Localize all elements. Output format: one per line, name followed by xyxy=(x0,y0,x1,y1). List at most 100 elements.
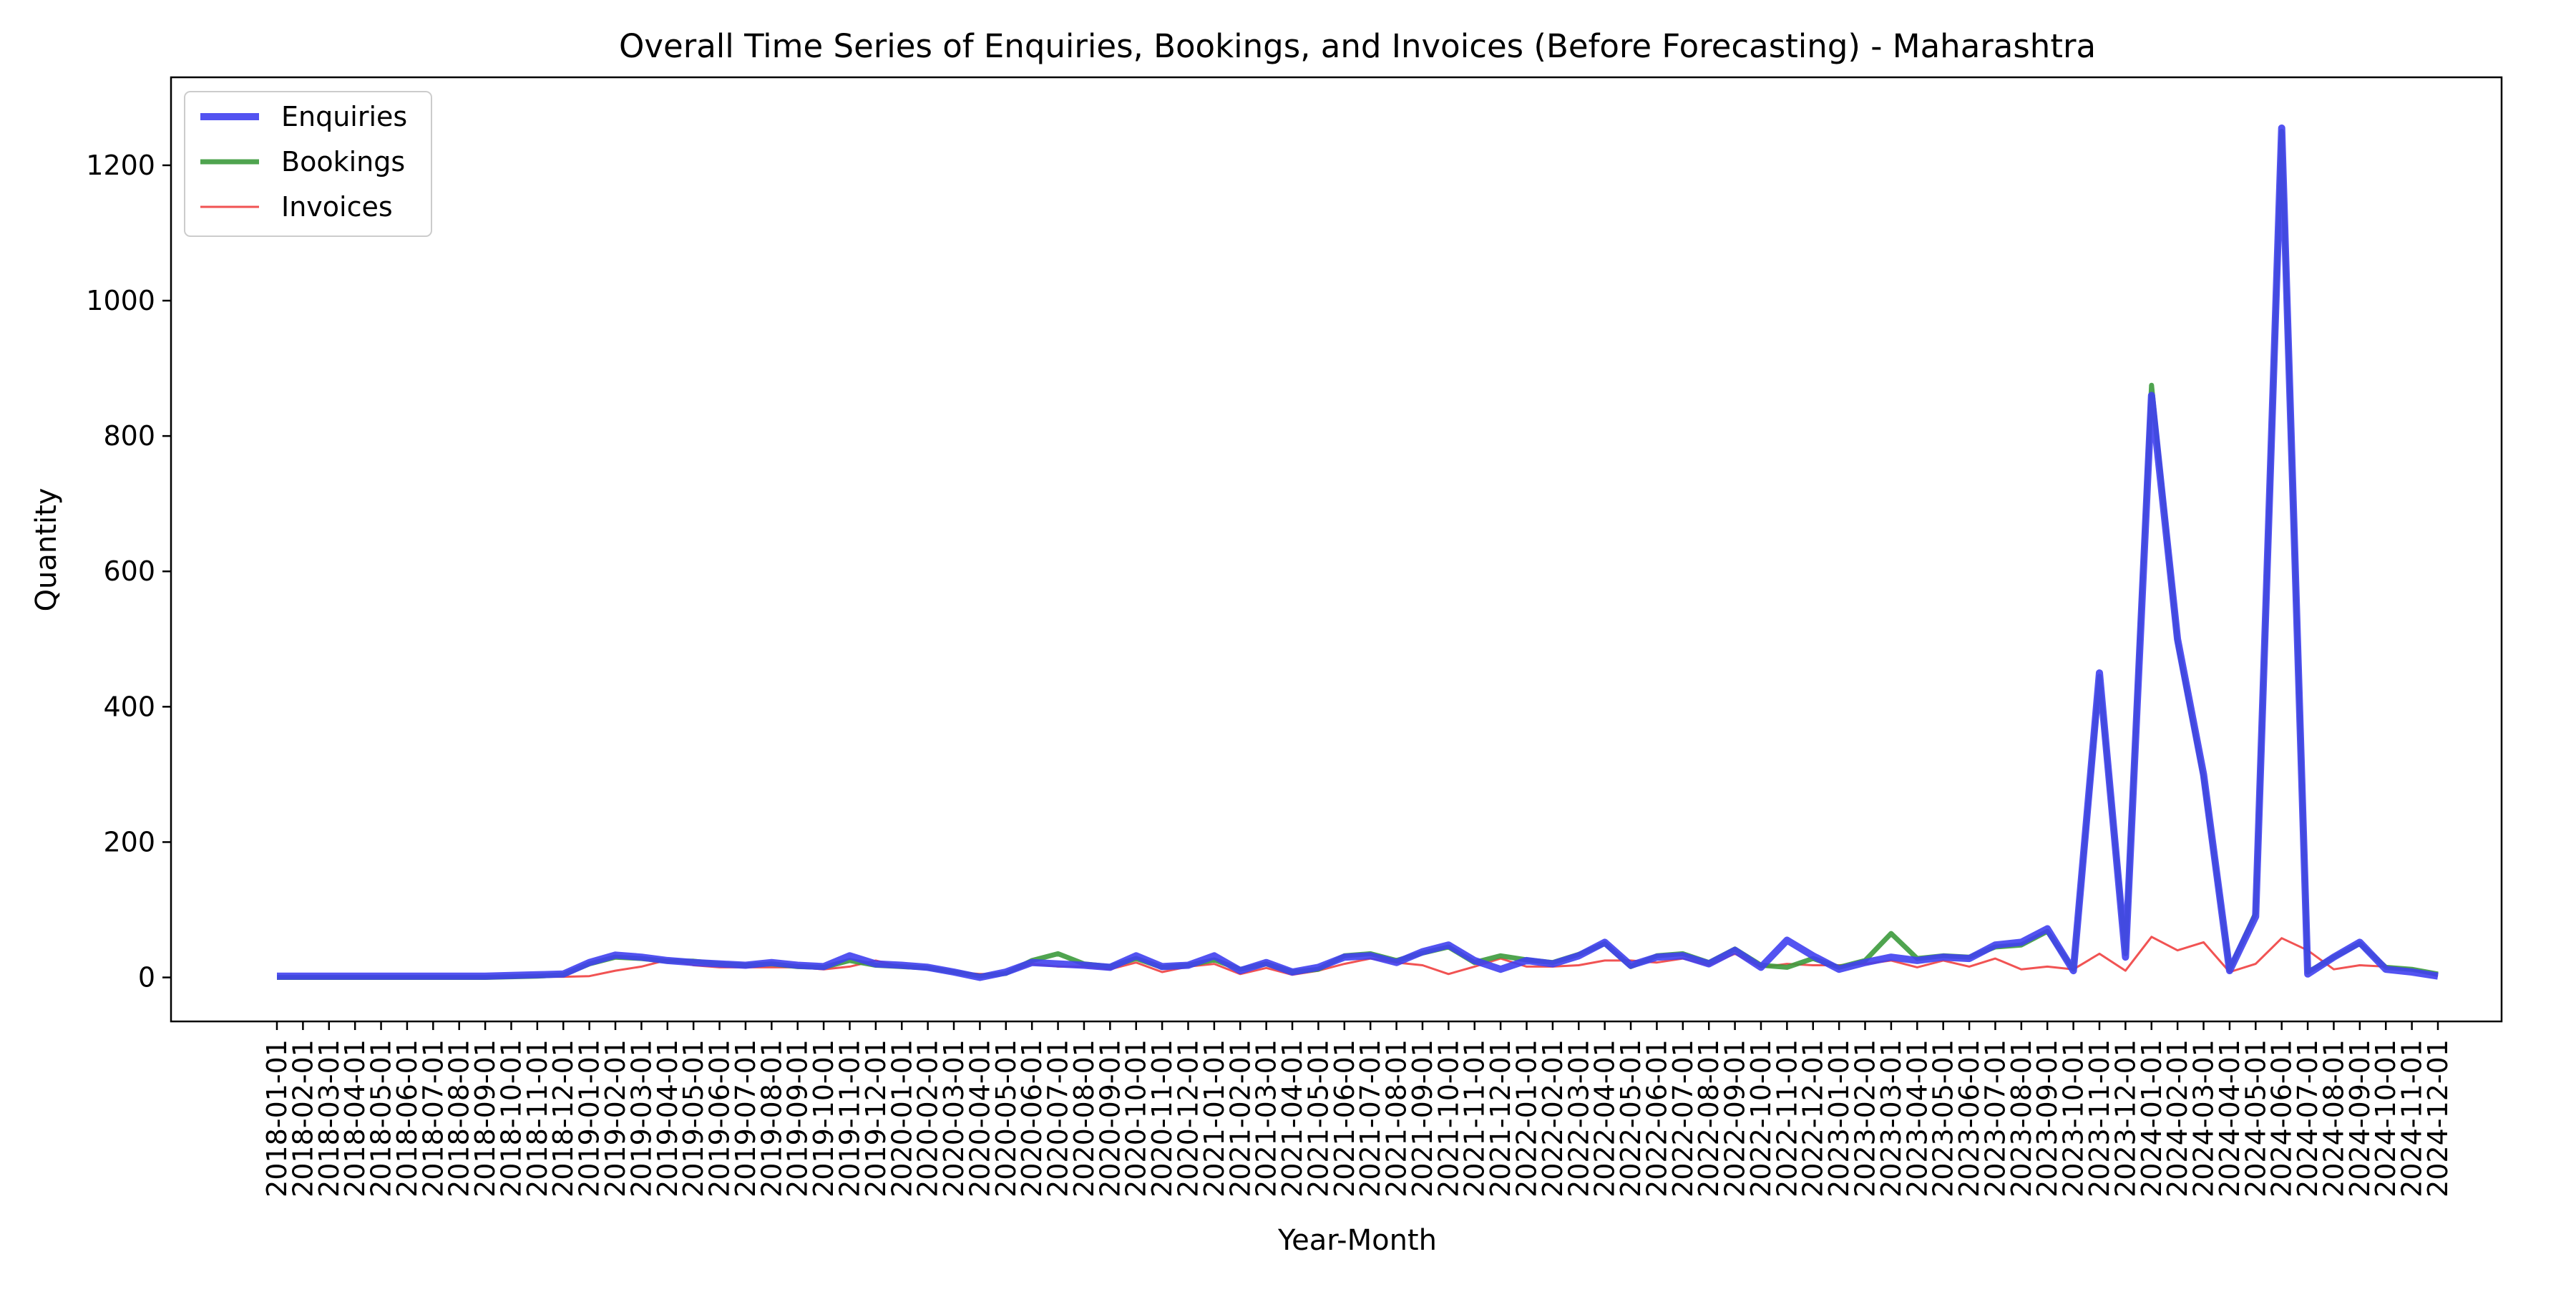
x-tick-label: 2020-04-01 xyxy=(964,1039,995,1198)
x-tick-label: 2019-05-01 xyxy=(678,1039,709,1198)
x-tick-label: 2020-07-01 xyxy=(1043,1039,1074,1198)
x-tick-label: 2021-05-01 xyxy=(1302,1039,1334,1198)
y-tick-label: 800 xyxy=(103,420,155,452)
x-tick-label: 2023-01-01 xyxy=(1823,1039,1855,1198)
x-tick-label: 2024-01-01 xyxy=(2136,1039,2167,1198)
y-axis-label: Quantity xyxy=(30,488,63,612)
x-tick-label: 2020-11-01 xyxy=(1146,1039,1178,1198)
x-tick-label: 2019-10-01 xyxy=(808,1039,839,1198)
x-tick-label: 2018-10-01 xyxy=(495,1039,527,1198)
x-tick-label: 2020-09-01 xyxy=(1094,1039,1126,1198)
x-tick-label: 2019-04-01 xyxy=(652,1039,683,1198)
x-tick-label: 2023-04-01 xyxy=(1901,1039,1933,1198)
x-tick-label: 2023-03-01 xyxy=(1875,1039,1907,1198)
x-tick-label: 2021-03-01 xyxy=(1251,1039,1282,1198)
y-tick-label: 1000 xyxy=(86,285,155,316)
x-tick-label: 2019-12-01 xyxy=(860,1039,892,1198)
x-tick-label: 2022-07-01 xyxy=(1667,1039,1699,1198)
x-tick-label: 2022-02-01 xyxy=(1537,1039,1568,1198)
x-tick-label: 2021-12-01 xyxy=(1485,1039,1516,1198)
x-tick-label: 2024-12-01 xyxy=(2422,1039,2454,1198)
legend-box xyxy=(184,91,432,237)
x-tick-label: 2023-08-01 xyxy=(2006,1039,2037,1198)
x-tick-label: 2018-05-01 xyxy=(366,1039,397,1198)
y-tick-label: 1200 xyxy=(86,150,155,181)
x-tick-label: 2021-01-01 xyxy=(1199,1039,1230,1198)
x-tick-label: 2020-01-01 xyxy=(886,1039,917,1198)
x-tick-label: 2021-07-01 xyxy=(1355,1039,1386,1198)
x-tick-label: 2022-08-01 xyxy=(1693,1039,1724,1198)
x-tick-label: 2018-01-01 xyxy=(261,1039,293,1198)
x-tick-label: 2024-08-01 xyxy=(2318,1039,2349,1198)
x-tick-label: 2024-03-01 xyxy=(2188,1039,2220,1198)
x-tick-label: 2022-09-01 xyxy=(1719,1039,1751,1198)
x-tick-label: 2024-09-01 xyxy=(2344,1039,2376,1198)
x-tick-label: 2018-08-01 xyxy=(444,1039,475,1198)
x-tick-label: 2020-05-01 xyxy=(990,1039,1022,1198)
x-tick-label: 2023-09-01 xyxy=(2031,1039,2063,1198)
x-tick-label: 2022-06-01 xyxy=(1641,1039,1672,1198)
x-tick-label: 2018-02-01 xyxy=(287,1039,318,1198)
legend: Enquiries Bookings Invoices xyxy=(184,91,432,237)
legend-label-invoices: Invoices xyxy=(281,191,393,223)
x-tick-label: 2021-08-01 xyxy=(1381,1039,1413,1198)
x-tick-label: 2018-06-01 xyxy=(391,1039,423,1198)
x-tick-label: 2024-10-01 xyxy=(2370,1039,2401,1198)
x-tick-label: 2023-06-01 xyxy=(1953,1039,1985,1198)
x-tick-label: 2024-05-01 xyxy=(2240,1039,2271,1198)
x-tick-label: 2021-04-01 xyxy=(1277,1039,1308,1198)
x-tick-label: 2022-01-01 xyxy=(1511,1039,1543,1198)
chart-title: Overall Time Series of Enquiries, Bookin… xyxy=(619,27,2096,65)
x-tick-label: 2019-03-01 xyxy=(625,1039,657,1198)
x-tick-label: 2020-03-01 xyxy=(938,1039,970,1198)
x-tick-label: 2021-02-01 xyxy=(1224,1039,1256,1198)
series-line-invoices xyxy=(277,936,2439,978)
x-tick-label: 2019-08-01 xyxy=(756,1039,787,1198)
x-tick-label: 2023-10-01 xyxy=(2058,1039,2089,1198)
x-tick-label: 2019-09-01 xyxy=(782,1039,814,1198)
x-tick-label: 2023-05-01 xyxy=(1928,1039,1959,1198)
x-tick-label: 2024-04-01 xyxy=(2214,1039,2245,1198)
x-tick-label: 2022-05-01 xyxy=(1615,1039,1646,1198)
x-tick-label: 2019-07-01 xyxy=(730,1039,761,1198)
x-tick-label: 2023-11-01 xyxy=(2084,1039,2115,1198)
y-axis: 0 200 400 600 800 1000 1200 xyxy=(86,150,171,994)
x-tick-label: 2022-12-01 xyxy=(1797,1039,1829,1198)
y-tick-label: 400 xyxy=(103,691,155,722)
x-tick-label: 2019-11-01 xyxy=(834,1039,865,1198)
x-tick-label: 2018-12-01 xyxy=(547,1039,579,1198)
x-tick-label: 2022-04-01 xyxy=(1589,1039,1621,1198)
legend-label-bookings: Bookings xyxy=(281,146,405,178)
x-tick-label: 2020-08-01 xyxy=(1068,1039,1100,1198)
x-tick-label: 2022-11-01 xyxy=(1771,1039,1802,1198)
plot-frame xyxy=(170,76,2503,1023)
x-tick-label: 2022-10-01 xyxy=(1745,1039,1777,1198)
x-tick-label: 2020-02-01 xyxy=(912,1039,944,1198)
x-tick-label: 2020-10-01 xyxy=(1121,1039,1152,1198)
x-tick-label: 2019-02-01 xyxy=(600,1039,631,1198)
x-tick-label: 2021-10-01 xyxy=(1433,1039,1464,1198)
x-tick-label: 2024-07-01 xyxy=(2292,1039,2323,1198)
series-line-enquiries xyxy=(277,124,2439,981)
x-tick-label: 2020-06-01 xyxy=(1016,1039,1048,1198)
x-tick-label: 2024-11-01 xyxy=(2396,1039,2428,1198)
x-tick-label: 2023-12-01 xyxy=(2109,1039,2141,1198)
x-axis: 2018-01-012018-02-012018-03-012018-04-01… xyxy=(261,1021,2454,1198)
x-tick-label: 2024-06-01 xyxy=(2266,1039,2298,1198)
x-tick-label: 2019-06-01 xyxy=(704,1039,736,1198)
x-tick-label: 2021-11-01 xyxy=(1459,1039,1491,1198)
y-tick-label: 200 xyxy=(103,826,155,858)
y-tick-label: 600 xyxy=(103,555,155,587)
x-axis-label: Year-Month xyxy=(1277,1224,1437,1257)
x-tick-label: 2020-12-01 xyxy=(1172,1039,1204,1198)
x-tick-label: 2018-07-01 xyxy=(417,1039,449,1198)
x-tick-label: 2023-02-01 xyxy=(1850,1039,1881,1198)
x-tick-label: 2022-03-01 xyxy=(1563,1039,1594,1198)
x-tick-label: 2021-06-01 xyxy=(1329,1039,1360,1198)
series-layer xyxy=(277,124,2439,981)
legend-label-enquiries: Enquiries xyxy=(281,101,407,132)
x-tick-label: 2024-02-01 xyxy=(2162,1039,2193,1198)
x-tick-label: 2023-07-01 xyxy=(1979,1039,2011,1198)
